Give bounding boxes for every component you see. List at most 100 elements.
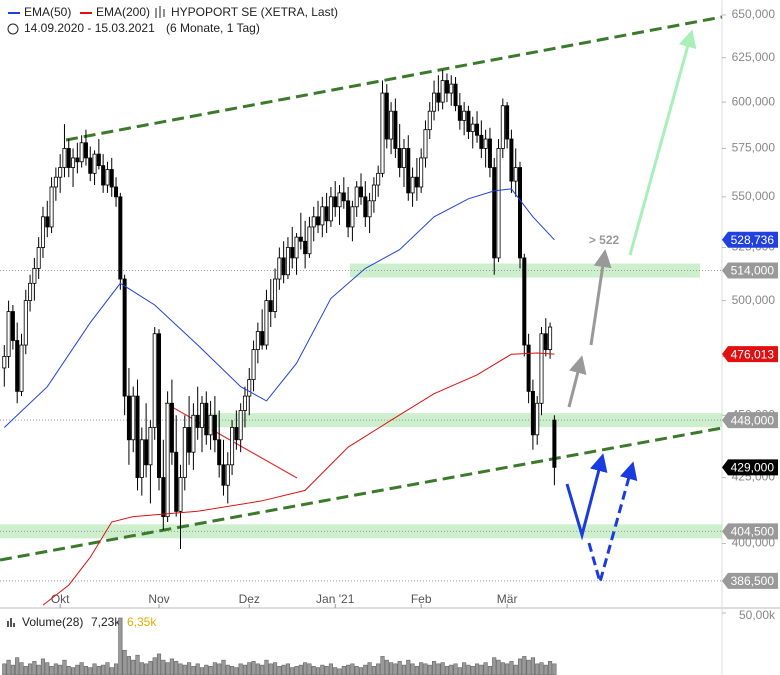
candle-body [462, 110, 467, 121]
candle-body [285, 247, 290, 276]
price-marker [722, 459, 778, 476]
volume-bar [522, 656, 527, 675]
candle-body [354, 186, 359, 208]
candle-body [36, 247, 41, 269]
price-marker [722, 412, 778, 429]
candle-body [161, 477, 166, 518]
x-tick-label: Feb [411, 592, 432, 606]
volume-bar [526, 659, 531, 675]
volume-bar [535, 663, 540, 675]
volume-bar [328, 663, 333, 675]
candle-body [234, 427, 239, 441]
volume-bar [161, 659, 166, 675]
candle-body [509, 138, 514, 182]
candle-body [23, 300, 28, 346]
candle-body [62, 148, 67, 168]
volume-bar [423, 663, 428, 675]
volume-bar [238, 663, 243, 675]
candle-body [230, 427, 235, 466]
volume-bar [432, 661, 437, 675]
candle-body [212, 414, 217, 441]
volume-bar [152, 657, 157, 675]
candle-body [19, 344, 24, 392]
candle-body [513, 167, 518, 182]
x-tick-label: Jan '21 [316, 592, 355, 606]
candle-body [324, 206, 329, 222]
candle-body [109, 169, 114, 188]
volume-bar [242, 664, 248, 675]
candle-body [144, 439, 149, 466]
arrow [628, 29, 697, 256]
volume-bar [144, 663, 149, 675]
candle-body [397, 148, 402, 168]
volume-bar [389, 662, 394, 675]
volume-bar [419, 662, 424, 675]
y-tick-label: 550,000 [732, 189, 776, 203]
volume-bar [15, 657, 20, 675]
candle-body [311, 216, 316, 228]
price-marker [722, 346, 778, 363]
candle-body [92, 153, 97, 174]
volume-bar [53, 663, 58, 675]
candle-body [427, 110, 432, 131]
volume-bar [311, 666, 316, 675]
price-marker [722, 231, 778, 248]
candle-body [298, 236, 303, 242]
volume-bar [169, 658, 174, 675]
volume-bar [75, 664, 80, 675]
candle-body [384, 92, 389, 140]
price-marker-label: 429,000 [731, 461, 775, 475]
candle-body [530, 390, 535, 436]
volume-bar [363, 664, 368, 675]
price-marker [722, 523, 778, 540]
candle-body [126, 395, 131, 441]
candle-body [410, 176, 415, 194]
volume-bar [217, 663, 222, 675]
volume-bar [255, 663, 260, 675]
candle-icon [155, 6, 165, 18]
candle-body [114, 186, 119, 198]
candle-body [552, 419, 557, 468]
volume-bar [354, 666, 359, 675]
candle-body [53, 176, 58, 188]
legend-label: EMA(50) [24, 5, 71, 19]
volume-bar [517, 658, 523, 675]
price-marker [722, 262, 778, 279]
volume-bar [230, 666, 235, 675]
candle-body [131, 395, 136, 441]
volume-bar [281, 664, 286, 675]
volume-bar [109, 667, 114, 675]
volume-bar [62, 659, 67, 675]
volume-bar [530, 657, 535, 675]
volume-bar [367, 662, 372, 675]
candle-body [543, 333, 548, 350]
volume-bar [45, 662, 50, 675]
candle-body [500, 105, 505, 149]
volume-bar [32, 661, 37, 675]
candle-body [290, 247, 295, 259]
volume-bar [509, 661, 514, 675]
candle-body [535, 402, 540, 436]
volume-bar [483, 662, 488, 675]
trendline [0, 426, 723, 562]
candle-body [539, 333, 544, 404]
candle-body [101, 165, 106, 186]
candle-body [548, 326, 553, 350]
volume-bar [410, 663, 415, 675]
y-tick-label: 650,000 [732, 7, 776, 21]
volume-bar [466, 664, 471, 675]
volume-bar [101, 664, 106, 675]
candle-body [466, 110, 471, 132]
candle-body [346, 200, 351, 228]
volume-bar [341, 666, 346, 675]
candle-body [432, 92, 437, 112]
volume-bar [487, 666, 492, 675]
v-tick-label: 50,00k [739, 608, 776, 622]
volume-bar [479, 664, 484, 675]
candle-body [475, 123, 480, 136]
volume-bar [187, 662, 192, 675]
volume-bar [105, 662, 110, 675]
price-marker-label: 528,736 [731, 233, 775, 247]
candle-body [444, 80, 449, 94]
